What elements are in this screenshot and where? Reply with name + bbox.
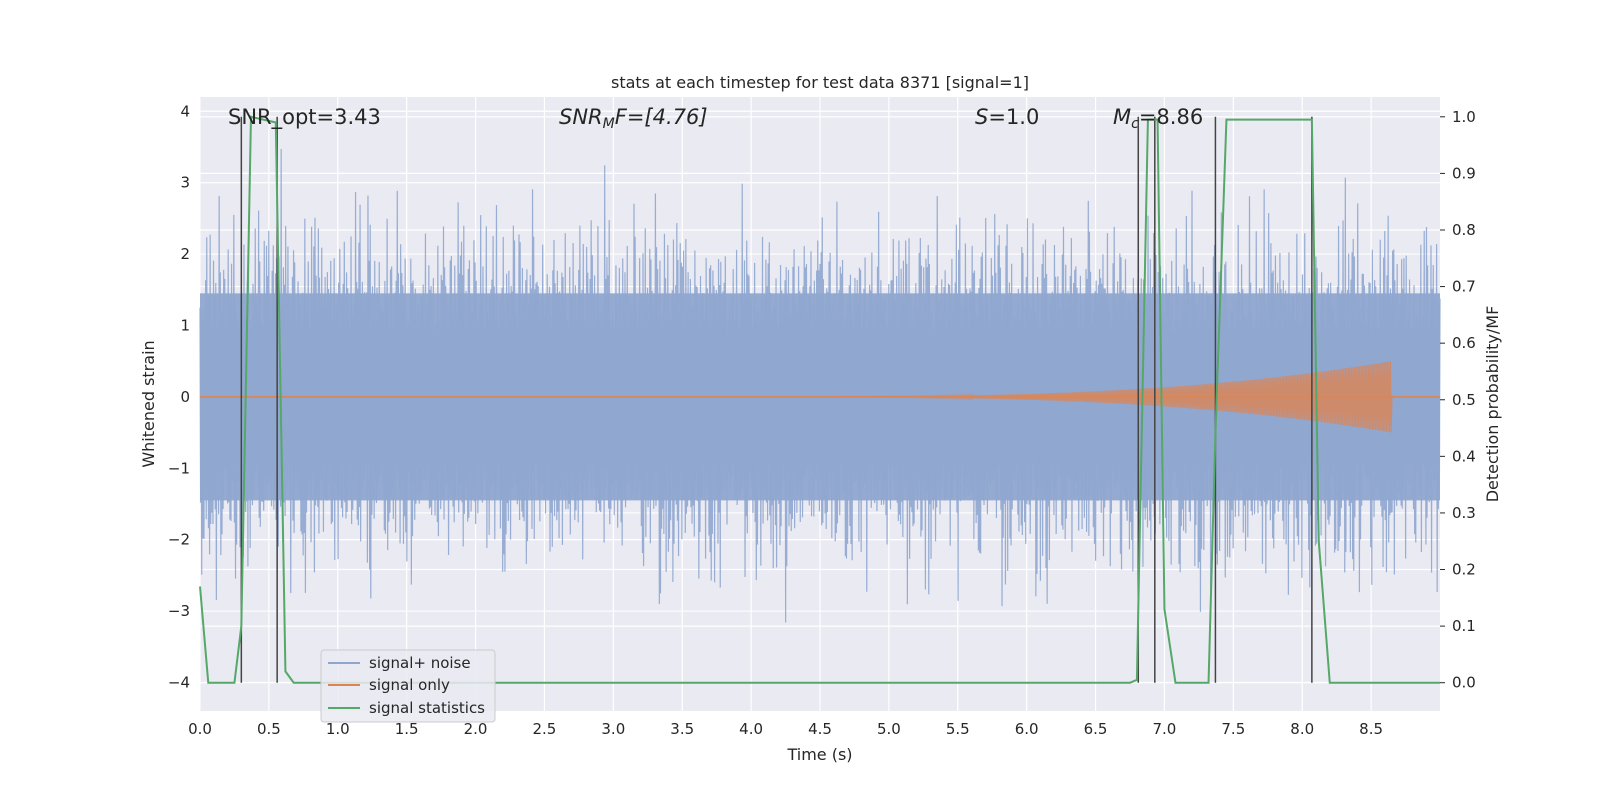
series-signal-statistics: [199, 115, 1440, 684]
y-tick-label-left: 0: [180, 388, 190, 406]
annotation-mc: Mc=8.86: [1113, 105, 1203, 132]
x-tick-labels: 0.0 0.5 1.0 1.5 2.0 2.5 3.0 3.5 4.0 4.5 5.0 5.5 6.0 6…: [188, 720, 1383, 738]
x-tick-label: 8.0: [1290, 720, 1314, 738]
y-tick-label-right: 0.6: [1452, 334, 1476, 352]
x-tick-label: 7.0: [1153, 720, 1177, 738]
x-tick-label: 8.5: [1359, 720, 1383, 738]
x-tick-label: 7.5: [1221, 720, 1245, 738]
y-tick-label-right: 0.7: [1452, 278, 1476, 296]
x-tick-label: 5.0: [877, 720, 901, 738]
x-tick-label: 1.5: [395, 720, 419, 738]
y-tick-label-right: 1.0: [1452, 108, 1476, 126]
y-axis-label-right: Detection probability/MF: [1483, 306, 1502, 503]
series-signal-only: [200, 361, 1440, 433]
x-tick-label: 2.5: [533, 720, 557, 738]
legend-label-noise: signal+ noise: [369, 654, 471, 672]
x-tick-label: 3.0: [601, 720, 625, 738]
noise-line: [199, 149, 1441, 623]
legend-box: [320, 649, 496, 723]
x-tick-label: 0.5: [257, 720, 281, 738]
y-tick-label-left: −3: [168, 602, 190, 620]
x-tick-label: 1.0: [326, 720, 350, 738]
y-tick-label-left: 1: [180, 316, 190, 334]
x-axis-label: Time (s): [786, 745, 852, 764]
legend: signal+ noise signal only signal statist…: [320, 649, 496, 723]
x-tick-label: 5.5: [946, 720, 970, 738]
annotation-s: S=1.0: [975, 105, 1039, 129]
y-tick-label-right: 0.0: [1452, 674, 1476, 692]
legend-label-signal: signal only: [369, 676, 450, 694]
y-tick-label-left: −4: [168, 673, 190, 691]
annotation-snr-mf: SNRMF=[4.76]: [559, 105, 708, 132]
y-tick-labels-left: 4 3 2 1 0 −1 −2 −3 −4: [168, 102, 190, 691]
x-tick-label: 4.5: [808, 720, 832, 738]
y-tick-label-right: 0.8: [1452, 221, 1476, 239]
annotation-snr-opt: SNR_opt=3.43: [228, 105, 381, 130]
y-tick-label-right: 0.4: [1452, 447, 1476, 465]
x-tick-label: 4.0: [739, 720, 763, 738]
y-tick-label-left: −1: [168, 459, 190, 477]
signal-chirp: [200, 361, 1440, 433]
y-tick-label-right: 0.2: [1452, 561, 1476, 579]
y-tick-label-left: 3: [180, 174, 190, 192]
legend-label-statistics: signal statistics: [369, 699, 485, 717]
statistics-line: [199, 115, 1440, 684]
x-tick-label: 2.0: [464, 720, 488, 738]
y-tick-label-left: −2: [168, 531, 190, 549]
x-tick-label: 3.5: [670, 720, 694, 738]
y-axis-label-left: Whitened strain: [139, 340, 158, 467]
y-tick-label-right: 0.3: [1452, 504, 1476, 522]
y-tick-label-left: 4: [180, 102, 190, 120]
x-tick-label: 6.0: [1015, 720, 1039, 738]
y-tick-label-right: 0.5: [1452, 391, 1476, 409]
x-tick-label: 6.5: [1084, 720, 1108, 738]
y-tick-labels-right: 1.0 0.9 0.8 0.7 0.6 0.5 0.4 0.3 0.2 0.1 0.0: [1440, 108, 1476, 692]
chart-title: stats at each timestep for test data 837…: [611, 73, 1029, 92]
y-tick-label-left: 2: [180, 245, 190, 263]
x-tick-label: 0.0: [188, 720, 212, 738]
y-tick-label-right: 0.1: [1452, 617, 1476, 635]
y-tick-label-right: 0.9: [1452, 164, 1476, 182]
